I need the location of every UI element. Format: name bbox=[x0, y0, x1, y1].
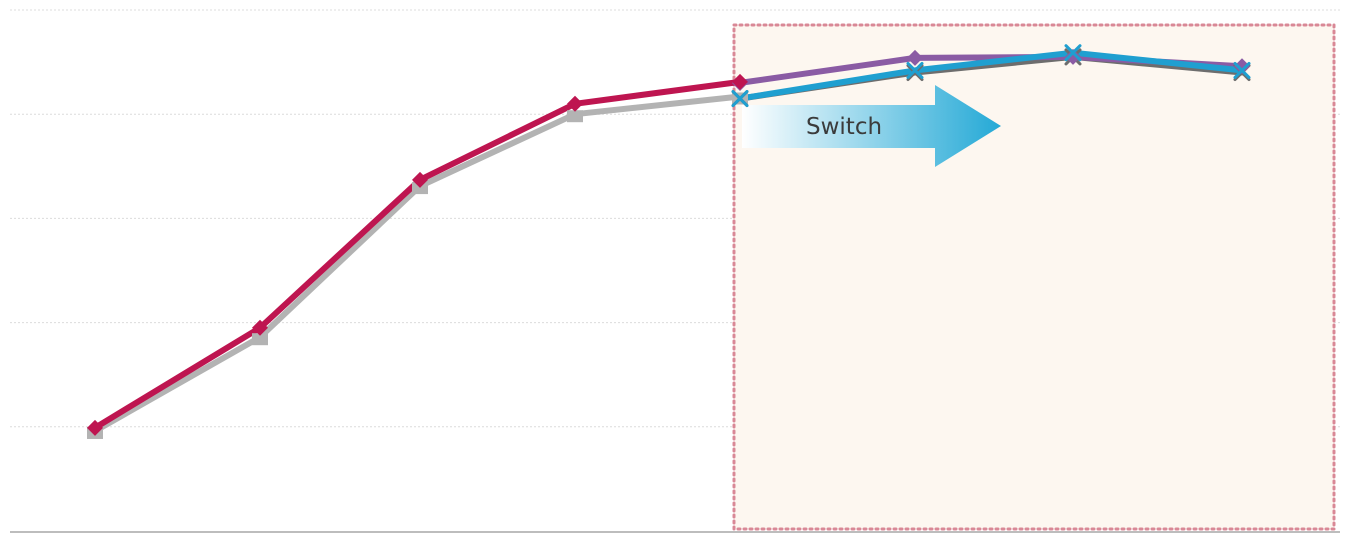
highlight-region bbox=[732, 23, 1336, 531]
series-3-marker bbox=[906, 61, 924, 79]
series-markers bbox=[87, 44, 1251, 439]
series-3-marker bbox=[1064, 44, 1082, 62]
series-2-marker bbox=[907, 49, 923, 66]
series-4-marker bbox=[87, 419, 103, 436]
series-4-marker bbox=[252, 319, 268, 336]
switch-arrow bbox=[742, 85, 1001, 167]
series-0-line bbox=[92, 93, 743, 434]
series-4-marker bbox=[567, 95, 583, 112]
series-0-marker bbox=[412, 182, 428, 195]
series-2-marker bbox=[1234, 58, 1250, 75]
series-3-line bbox=[737, 49, 1245, 102]
series-4-marker bbox=[412, 171, 428, 188]
series-3-marker bbox=[731, 90, 749, 108]
switch-label: Switch bbox=[806, 114, 882, 140]
series-4-marker bbox=[732, 73, 748, 90]
series-0-marker bbox=[252, 333, 268, 346]
series-3-marker bbox=[1233, 61, 1251, 79]
series-0-marker bbox=[567, 110, 583, 123]
series-2-marker bbox=[1065, 48, 1081, 65]
